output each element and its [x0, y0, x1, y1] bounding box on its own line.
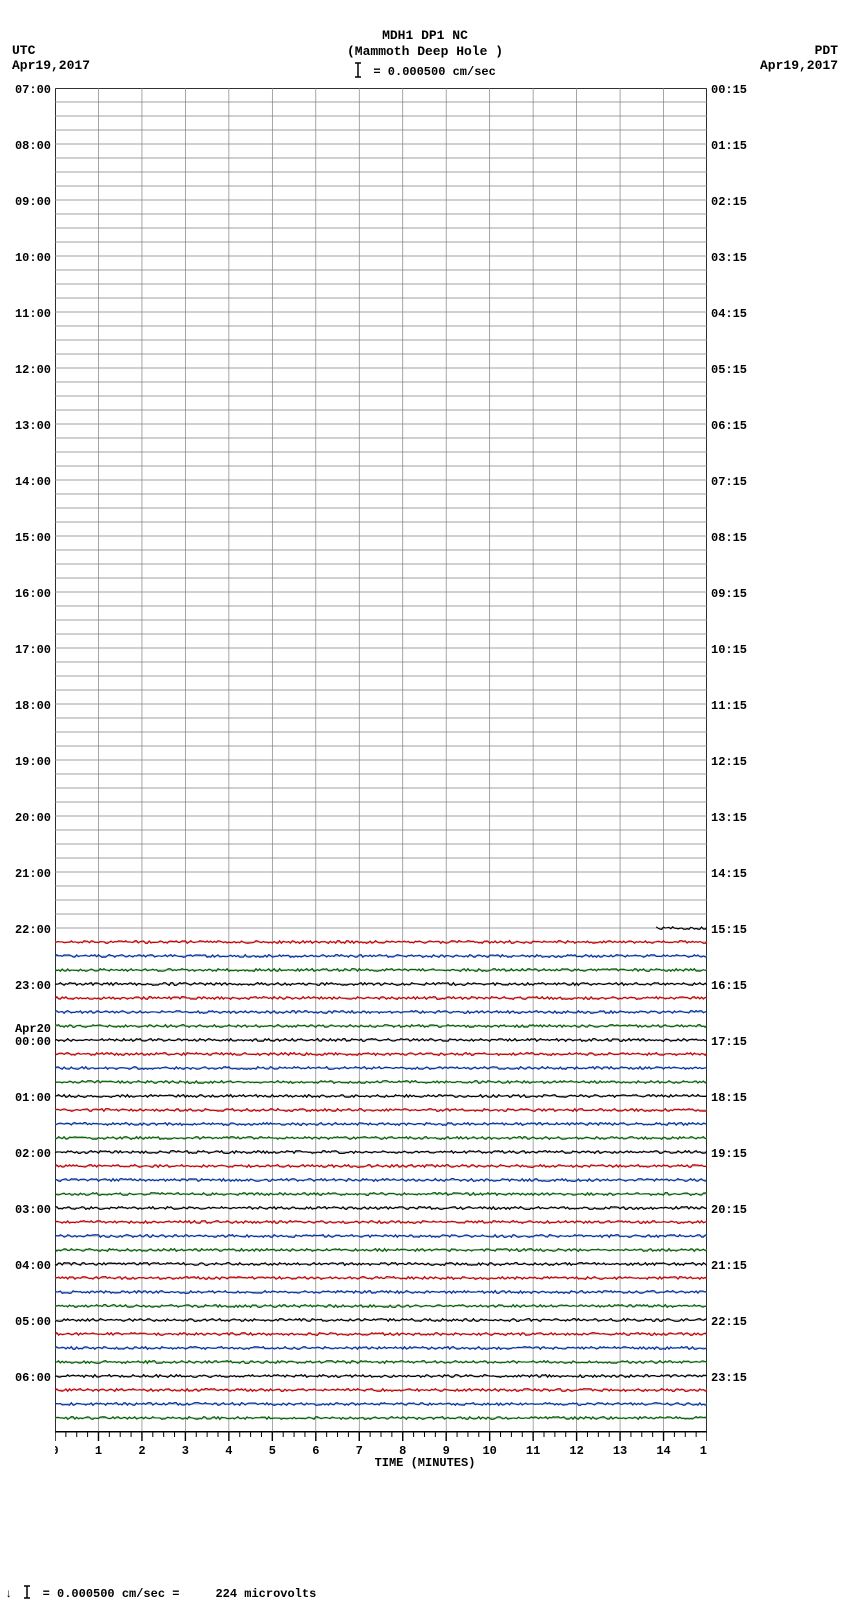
y-right-label: 02:15	[711, 195, 747, 209]
y-right-label: 00:15	[711, 83, 747, 97]
y-right-label: 09:15	[711, 587, 747, 601]
y-left-label: 11:00	[15, 307, 51, 321]
y-left-label: 23:00	[15, 979, 51, 993]
y-left-label: 13:00	[15, 419, 51, 433]
scale-text: = 0.000500 cm/sec	[373, 65, 495, 79]
y-right-label: 01:15	[711, 139, 747, 153]
y-left-label: 02:00	[15, 1147, 51, 1161]
y-left-label: 04:00	[15, 1259, 51, 1273]
y-left-label: 17:00	[15, 643, 51, 657]
y-right-label: 17:15	[711, 1035, 747, 1049]
y-right-label: 22:15	[711, 1315, 747, 1329]
date-left: Apr19,2017	[12, 58, 90, 73]
y-left-label: 12:00	[15, 363, 51, 377]
y-left-label: 05:00	[15, 1315, 51, 1329]
y-right-label: 06:15	[711, 419, 747, 433]
footer-arrow: ↓	[5, 1587, 12, 1601]
y-left-label: 10:00	[15, 251, 51, 265]
title-line1: MDH1 DP1 NC	[0, 28, 850, 44]
scale-bar-icon	[354, 62, 362, 82]
y-right-label: 08:15	[711, 531, 747, 545]
y-right-label: 18:15	[711, 1091, 747, 1105]
y-left-label: 19:00	[15, 755, 51, 769]
footer-text1: = 0.000500 cm/sec =	[43, 1587, 180, 1601]
y-right-label: 20:15	[711, 1203, 747, 1217]
y-right-label: 16:15	[711, 979, 747, 993]
y-left-label: 03:00	[15, 1203, 51, 1217]
y-right-label: 19:15	[711, 1147, 747, 1161]
y-right-label: 14:15	[711, 867, 747, 881]
tz-right: PDT	[760, 43, 838, 58]
y-left-label: 01:00	[15, 1091, 51, 1105]
seismogram-svg: 0123456789101112131415	[55, 88, 707, 1460]
corner-top-right: PDT Apr19,2017	[760, 43, 838, 73]
y-right-label: 21:15	[711, 1259, 747, 1273]
y-left-label: 15:00	[15, 531, 51, 545]
y-left-label: 18:00	[15, 699, 51, 713]
y-left-label: 09:00	[15, 195, 51, 209]
date-right: Apr19,2017	[760, 58, 838, 73]
y-right-label: 23:15	[711, 1371, 747, 1385]
y-right-label: 13:15	[711, 811, 747, 825]
title-line2: (Mammoth Deep Hole )	[0, 44, 850, 60]
y-left-label: 00:00	[15, 1035, 51, 1049]
footer-bar-icon	[23, 1585, 31, 1603]
y-right-label: 05:15	[711, 363, 747, 377]
day-break-label: Apr20	[15, 1022, 51, 1036]
y-left-label: 21:00	[15, 867, 51, 881]
footer-note: ↓ = 0.000500 cm/sec = 224 microvolts	[5, 1585, 316, 1603]
y-left-label: 20:00	[15, 811, 51, 825]
y-right-label: 07:15	[711, 475, 747, 489]
y-right-label: 15:15	[711, 923, 747, 937]
y-left-label: 16:00	[15, 587, 51, 601]
x-axis-label: TIME (MINUTES)	[0, 1456, 850, 1470]
y-right-label: 03:15	[711, 251, 747, 265]
y-right-label: 11:15	[711, 699, 747, 713]
footer-text2: 224 microvolts	[215, 1587, 316, 1601]
seismogram-page: MDH1 DP1 NC (Mammoth Deep Hole ) = 0.000…	[0, 0, 850, 1613]
y-left-label: 14:00	[15, 475, 51, 489]
y-right-label: 10:15	[711, 643, 747, 657]
corner-top-left: UTC Apr19,2017	[12, 43, 90, 73]
scale-note: = 0.000500 cm/sec	[0, 62, 850, 82]
y-left-label: 22:00	[15, 923, 51, 937]
y-right-label: 12:15	[711, 755, 747, 769]
tz-left: UTC	[12, 43, 90, 58]
y-right-label: 04:15	[711, 307, 747, 321]
y-left-label: 07:00	[15, 83, 51, 97]
y-left-label: 06:00	[15, 1371, 51, 1385]
page-title: MDH1 DP1 NC (Mammoth Deep Hole )	[0, 28, 850, 60]
y-left-label: 08:00	[15, 139, 51, 153]
plot-area: 0123456789101112131415	[55, 88, 707, 1460]
